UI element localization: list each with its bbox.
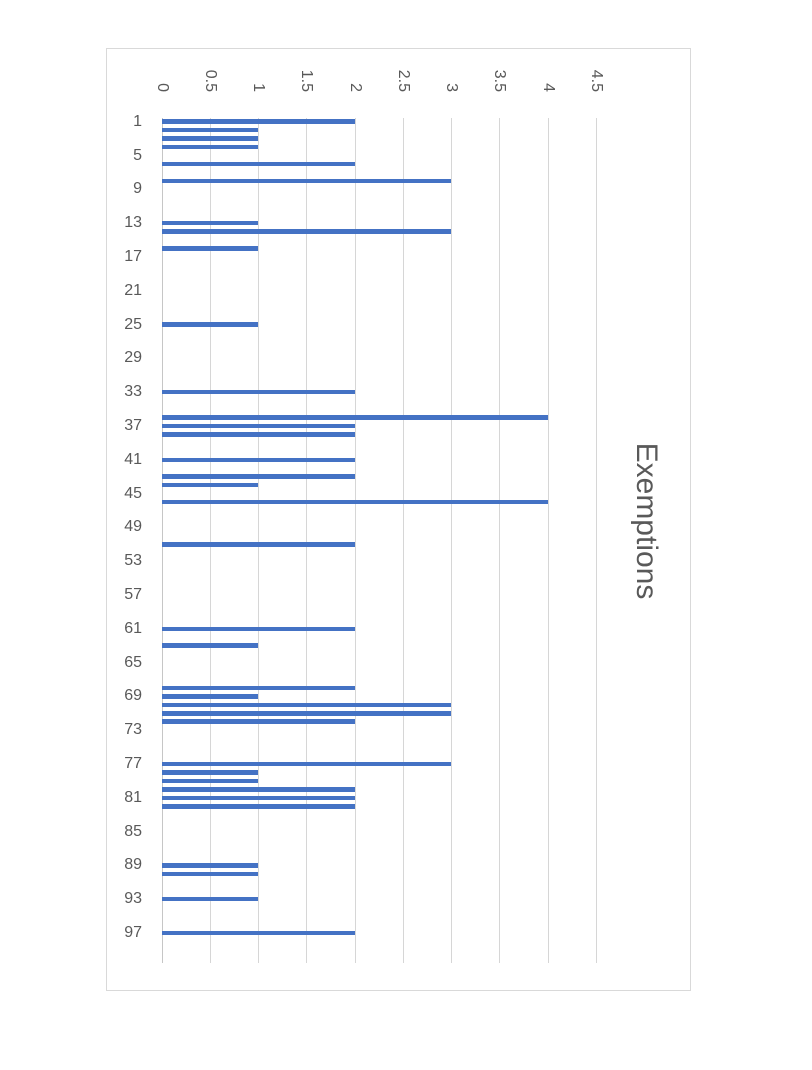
category-axis-tick-label: 37 bbox=[124, 416, 142, 434]
chart-title: Exemptions bbox=[630, 442, 663, 600]
category-axis-tick-label: 57 bbox=[124, 585, 142, 603]
category-axis-tick-label: 13 bbox=[124, 214, 142, 232]
bar-category-80 bbox=[162, 787, 355, 792]
value-axis-tick-label: 0 bbox=[153, 83, 171, 92]
bar-category-25 bbox=[162, 322, 259, 327]
gridline bbox=[402, 117, 404, 963]
category-axis-tick-label: 69 bbox=[124, 687, 142, 705]
bar-category-13 bbox=[162, 220, 259, 226]
bar-category-44 bbox=[162, 482, 259, 488]
category-axis-tick-label: 73 bbox=[124, 721, 142, 739]
category-axis-tick-label: 41 bbox=[124, 450, 142, 468]
bar-category-16 bbox=[162, 246, 259, 251]
gridline bbox=[499, 117, 501, 963]
category-axis-tick-label: 1 bbox=[133, 112, 142, 130]
gridline bbox=[258, 117, 260, 963]
bar-category-33 bbox=[162, 389, 355, 395]
category-axis-tick-label: 85 bbox=[124, 822, 142, 840]
value-axis-tick-label: 2 bbox=[346, 83, 364, 92]
gridline bbox=[547, 117, 549, 963]
category-axis-tick-label: 5 bbox=[133, 146, 142, 164]
category-axis-tick-label: 89 bbox=[124, 856, 142, 874]
value-axis-tick-label: 2.5 bbox=[394, 69, 412, 92]
bar-category-82 bbox=[162, 804, 355, 809]
gridline bbox=[306, 117, 308, 963]
category-axis-tick-label: 81 bbox=[124, 788, 142, 806]
category-axis-tick-label: 93 bbox=[124, 890, 142, 908]
bar-category-79 bbox=[162, 778, 259, 784]
gridline bbox=[596, 117, 597, 963]
category-axis-tick-label: 77 bbox=[124, 755, 142, 772]
bar-category-63 bbox=[162, 643, 259, 648]
bar-category-97 bbox=[162, 930, 355, 936]
category-axis-tick-label: 25 bbox=[124, 315, 142, 333]
category-axis-tick-label: 97 bbox=[124, 924, 142, 942]
gridline bbox=[451, 117, 453, 963]
bar-category-90 bbox=[162, 871, 259, 877]
value-axis-tick-label: 0.5 bbox=[201, 69, 219, 92]
bar-category-51 bbox=[162, 542, 355, 547]
bar-category-3 bbox=[162, 136, 259, 141]
bar-category-6 bbox=[162, 161, 355, 167]
bar-category-1 bbox=[162, 119, 355, 124]
value-axis-tick-label: 4.5 bbox=[588, 69, 605, 92]
bar-category-43 bbox=[162, 474, 355, 479]
value-axis-tick-label: 1 bbox=[250, 83, 268, 92]
category-axis-tick-label: 9 bbox=[133, 180, 142, 198]
bar-category-93 bbox=[162, 896, 259, 902]
bar-category-89 bbox=[162, 863, 259, 868]
bar-category-81 bbox=[162, 795, 355, 801]
bar-category-77 bbox=[162, 761, 452, 767]
gridline bbox=[354, 117, 356, 963]
bar-category-4 bbox=[162, 144, 259, 150]
category-axis-tick-label: 61 bbox=[124, 619, 142, 637]
category-axis-tick-label: 45 bbox=[124, 484, 142, 502]
bar-category-72 bbox=[162, 719, 355, 724]
plot-area bbox=[107, 49, 690, 990]
bar-category-69 bbox=[162, 694, 259, 699]
value-axis-tick-label: 4 bbox=[539, 83, 557, 92]
bar-category-38 bbox=[162, 432, 355, 437]
value-axis-tick-label: 3 bbox=[443, 83, 461, 92]
category-axis-tick-label: 21 bbox=[124, 281, 142, 299]
value-axis-line bbox=[161, 117, 163, 963]
category-axis-tick-label: 49 bbox=[124, 518, 142, 536]
bar-category-70 bbox=[162, 702, 452, 708]
category-axis-tick-label: 53 bbox=[124, 552, 142, 570]
category-axis-tick-label: 65 bbox=[124, 653, 142, 671]
value-axis-tick-label: 3.5 bbox=[491, 69, 509, 92]
category-axis-tick-label: 29 bbox=[124, 349, 142, 367]
chart-frame: 0 0.5 1 1.5 2 2.5 3 3.5 4 4.5 1 5 9 13 17 21 25 29 33 37 41… bbox=[106, 48, 691, 991]
bar-category-78 bbox=[162, 770, 259, 775]
value-axis-tick-label: 1.5 bbox=[298, 69, 316, 92]
bar-category-61 bbox=[162, 626, 355, 632]
bar-category-36 bbox=[162, 415, 548, 420]
bar-category-68 bbox=[162, 685, 355, 691]
bar-category-71 bbox=[162, 711, 452, 716]
gridline bbox=[209, 117, 211, 963]
bar-category-8 bbox=[162, 178, 452, 184]
category-axis-tick-label: 17 bbox=[124, 247, 142, 265]
bar-category-2 bbox=[162, 127, 259, 133]
bar-category-14 bbox=[162, 229, 452, 234]
category-axis-tick-label: 33 bbox=[124, 383, 142, 401]
bar-category-41 bbox=[162, 457, 355, 462]
bar-category-46 bbox=[162, 499, 548, 505]
bar-category-37 bbox=[162, 423, 355, 429]
